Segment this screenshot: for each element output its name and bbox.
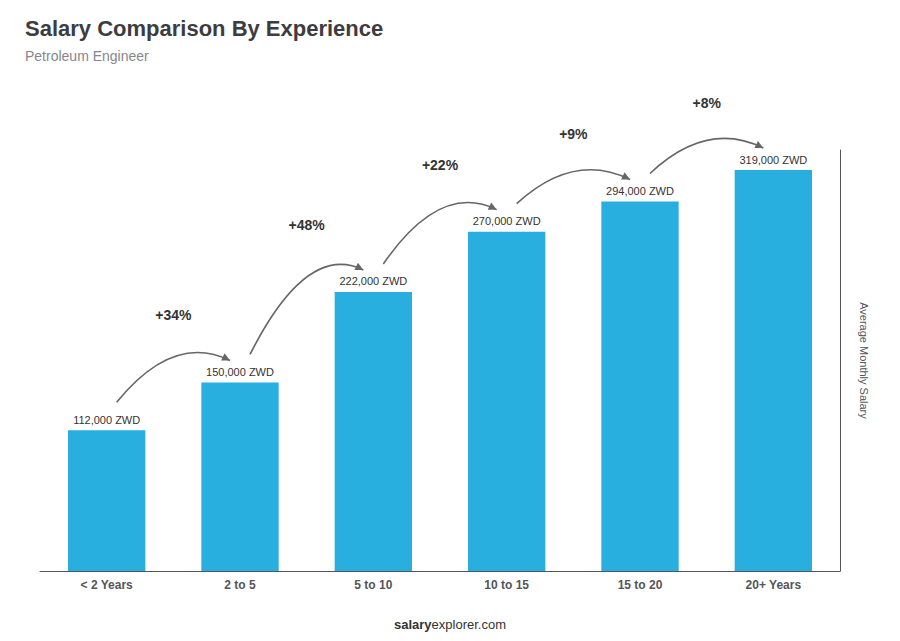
svg-text:Salary Comparison By Experienc: Salary Comparison By Experience — [25, 16, 383, 41]
svg-text:319,000 ZWD: 319,000 ZWD — [739, 154, 807, 166]
svg-text:15 to 20: 15 to 20 — [618, 578, 663, 592]
svg-text:150,000 ZWD: 150,000 ZWD — [206, 366, 274, 378]
svg-text:Average Monthly Salary: Average Monthly Salary — [858, 302, 870, 419]
svg-text:Petroleum Engineer: Petroleum Engineer — [25, 48, 149, 64]
svg-text:+8%: +8% — [692, 95, 721, 111]
svg-text:< 2 Years: < 2 Years — [81, 578, 133, 592]
svg-text:2 to 5: 2 to 5 — [224, 578, 256, 592]
svg-text:294,000 ZWD: 294,000 ZWD — [606, 185, 674, 197]
svg-text:+22%: +22% — [422, 157, 459, 173]
svg-text:270,000 ZWD: 270,000 ZWD — [473, 215, 541, 227]
svg-text:10 to 15: 10 to 15 — [484, 578, 529, 592]
svg-text:112,000 ZWD: 112,000 ZWD — [73, 414, 140, 426]
svg-text:salary: salary — [394, 617, 432, 632]
svg-text:+34%: +34% — [155, 307, 192, 323]
svg-text:+48%: +48% — [289, 217, 326, 233]
svg-text:explorer.com: explorer.com — [432, 617, 506, 632]
svg-text:20+ Years: 20+ Years — [746, 578, 802, 592]
svg-text:222,000 ZWD: 222,000 ZWD — [339, 275, 407, 287]
svg-text:5 to 10: 5 to 10 — [354, 578, 392, 592]
svg-text:+9%: +9% — [559, 126, 588, 142]
